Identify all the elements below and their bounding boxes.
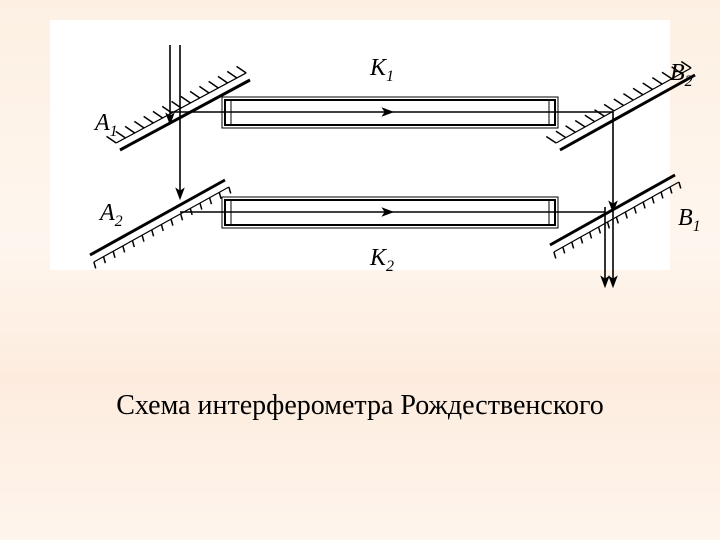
caption-text: Схема интерферометра Рождественского [116, 390, 604, 421]
svg-text:B1: B1 [678, 205, 701, 235]
interferometer-diagram: K1 K2 A1 A2 B1 B2 [50, 20, 720, 310]
svg-text:B2: B2 [670, 60, 693, 90]
svg-text:K2: K2 [369, 245, 394, 275]
svg-text:A2: A2 [98, 200, 123, 230]
diagram-card: K1K2A1A2B1B2 [50, 20, 670, 270]
svg-text:A1: A1 [93, 110, 118, 140]
caption: Схема интерферометра Рождественского [0, 390, 720, 422]
svg-text:K1: K1 [369, 55, 394, 85]
